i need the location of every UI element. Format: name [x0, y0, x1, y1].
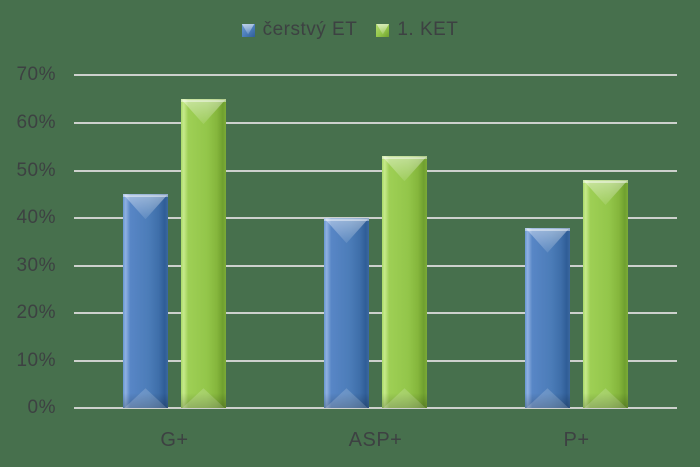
- gridline: [74, 74, 677, 77]
- gridline: [74, 407, 677, 410]
- gridline: [74, 217, 677, 220]
- x-category-label: ASP+: [348, 429, 403, 451]
- legend-marker-blue-icon: [241, 23, 255, 37]
- bar-cerstvy-et-asp+: [324, 218, 369, 409]
- bar-1-ket-g+: [181, 99, 226, 409]
- bar-1-ket-p+: [583, 180, 628, 409]
- gridline: [74, 359, 677, 362]
- y-tick-label: 70%: [16, 64, 56, 86]
- x-category-label: P+: [563, 429, 590, 451]
- bar-1-ket-asp+: [382, 156, 427, 409]
- y-tick-label: 20%: [16, 302, 56, 324]
- y-tick-label: 60%: [16, 111, 56, 133]
- bar-cerstvy-et-g+: [123, 194, 168, 409]
- legend-item-cerstvy-et: čerstvý ET: [241, 17, 358, 43]
- gridline: [74, 264, 677, 267]
- legend-label: čerstvý ET: [262, 19, 358, 40]
- legend-label: 1. KET: [397, 19, 459, 40]
- y-tick-label: 30%: [16, 254, 56, 276]
- chart-legend: čerstvý ET 1. KET: [0, 17, 700, 43]
- legend-item-1-ket: 1. KET: [376, 17, 458, 43]
- gridline: [74, 121, 677, 124]
- legend-marker-green-icon: [376, 23, 390, 37]
- y-tick-label: 40%: [16, 207, 56, 229]
- y-tick-label: 0%: [27, 397, 56, 419]
- y-tick-label: 10%: [16, 349, 56, 371]
- bar-cerstvy-et-p+: [525, 227, 570, 409]
- y-tick-label: 50%: [16, 159, 56, 181]
- x-category-label: G+: [160, 429, 189, 451]
- gridline: [74, 169, 677, 172]
- gridline: [74, 312, 677, 315]
